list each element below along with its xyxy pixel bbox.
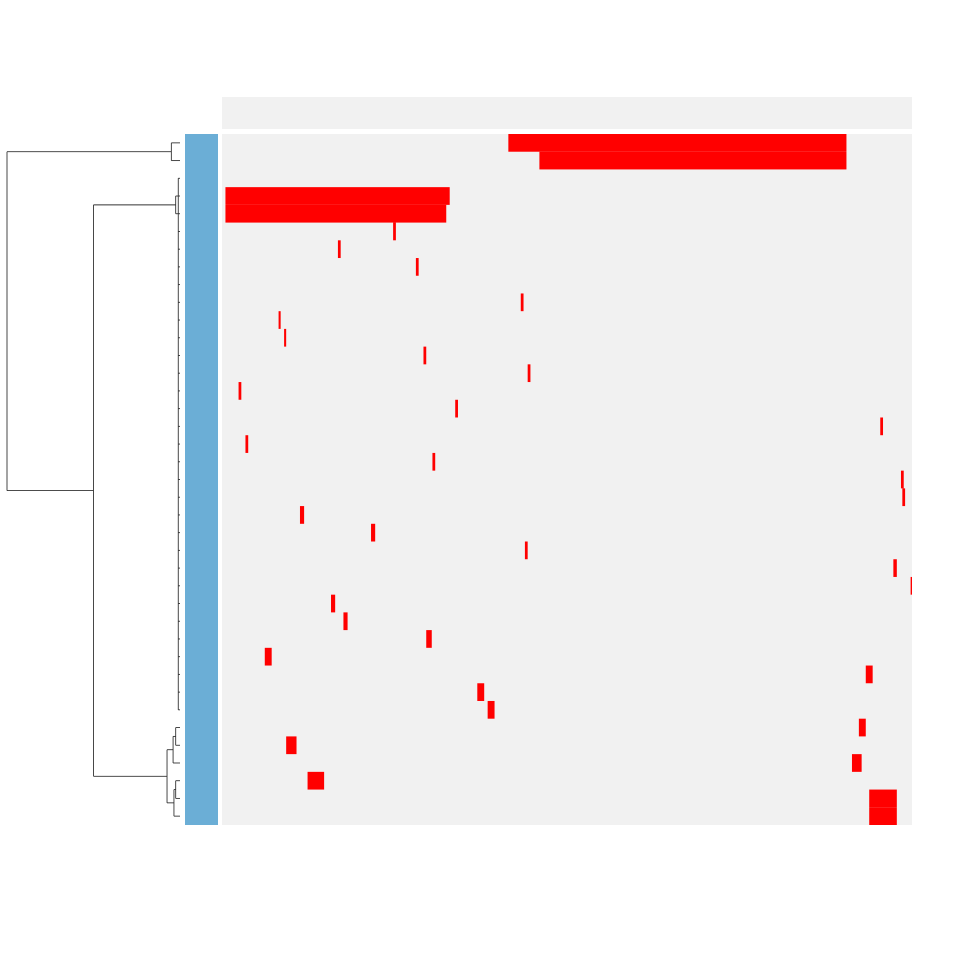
column-annotation-bar <box>222 97 912 129</box>
heatmap-cell-row-29 <box>264 647 272 666</box>
heatmap-cell-row-19 <box>900 470 904 489</box>
heatmap-cell-row-21 <box>299 506 305 524</box>
heatmap-cell-row-37 <box>869 789 897 808</box>
heatmap-cell-row-10 <box>278 311 281 329</box>
heatmap-cell-row-34 <box>286 736 297 755</box>
heatmap-cell-row-30 <box>865 665 873 684</box>
heatmap-cell-row-27 <box>343 612 348 631</box>
heatmap-cell-row-33 <box>858 718 866 737</box>
heatmap-cells <box>225 134 912 825</box>
heatmap-cell-row-36 <box>307 771 325 790</box>
heatmap-cell-row-22 <box>371 523 376 542</box>
heatmap-cell-row-24 <box>893 559 897 577</box>
heatmap-cell-row-35 <box>851 754 862 772</box>
heatmap-cell-row-6 <box>337 240 341 259</box>
heatmap-cell-row-11 <box>284 328 287 347</box>
heatmap-cell-row-31 <box>477 683 485 701</box>
heatmap-cell-row-13 <box>527 364 531 383</box>
heatmap-cell-row-38 <box>869 807 897 825</box>
heatmap-cell-row-12 <box>423 346 427 365</box>
heatmap-cell-row-28 <box>426 630 432 648</box>
heatmap-cell-row-14 <box>238 382 242 400</box>
row-dendrogram <box>6 142 180 817</box>
heatmap-cell-row-25 <box>910 576 912 595</box>
row-annotation-bar <box>185 134 218 825</box>
heatmap-cell-row-5 <box>393 222 396 241</box>
heatmap-cell-row-4 <box>225 204 447 223</box>
heatmap-cell-row-1 <box>539 151 847 170</box>
heatmap-cell-row-26 <box>331 594 336 613</box>
heatmap-cell-row-16 <box>880 417 884 436</box>
heatmap-cell-row-15 <box>455 399 458 418</box>
heatmap-cell-row-32 <box>487 700 495 719</box>
heatmap-cell-row-18 <box>432 452 436 471</box>
heatmap-cell-row-23 <box>524 541 528 560</box>
heatmap-cell-row-0 <box>508 134 847 152</box>
heatmap-cell-row-9 <box>520 293 524 312</box>
heatmap-cell-row-20 <box>902 488 906 507</box>
heatmap-cell-row-7 <box>415 258 419 276</box>
heatmap-body <box>222 134 912 825</box>
heatmap-cell-row-17 <box>245 435 249 453</box>
heatmap-cell-row-3 <box>225 187 450 205</box>
